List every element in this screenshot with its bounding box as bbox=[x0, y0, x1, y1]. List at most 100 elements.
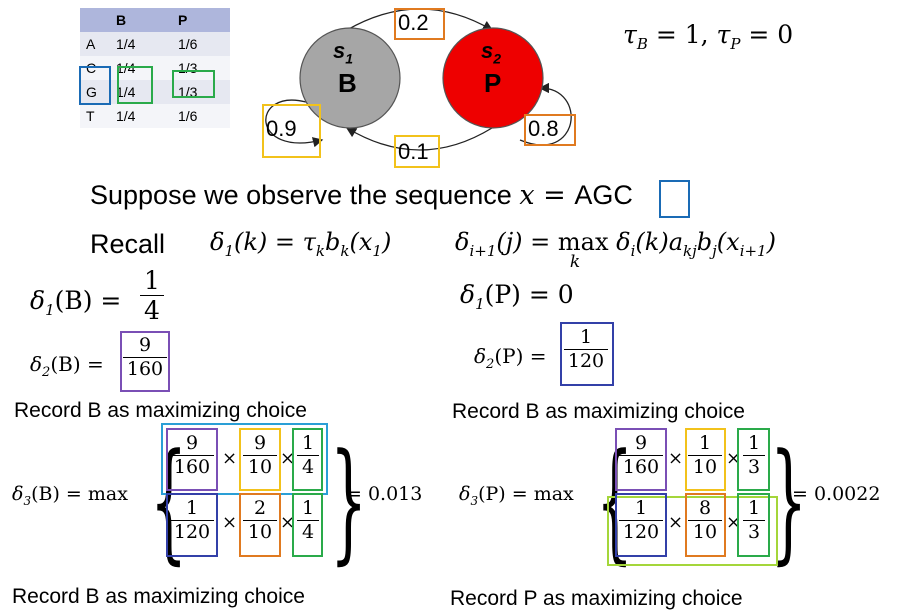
formula-token: (j) = bbox=[496, 228, 558, 256]
fraction-bar bbox=[170, 455, 214, 456]
delta3-p-lhs: δ3(P) = max bbox=[459, 485, 574, 507]
formula-token: (B) = max bbox=[31, 483, 128, 505]
highlight-box-emission-b-c bbox=[117, 66, 153, 104]
delta1-b-lhs: δ1(B) = bbox=[30, 288, 121, 318]
formula-token: (B) = bbox=[54, 286, 122, 315]
delta3-p-row1-frac2: 1 10 bbox=[688, 434, 722, 477]
formula-token: b bbox=[325, 228, 341, 256]
fraction-bar bbox=[297, 520, 319, 521]
transition-prob-b-to-p: 0.2 bbox=[398, 10, 429, 35]
tau-sub-b: B bbox=[636, 35, 648, 53]
state-b-symbol-sub: 1 bbox=[345, 50, 354, 67]
highlight-box-delta2-b bbox=[120, 331, 170, 392]
recall-formula-base: δ1(k) = τkbk(x1) bbox=[210, 230, 391, 259]
record-choice-text: Record B as maximizing choice bbox=[452, 400, 745, 423]
formula-token: δ bbox=[608, 228, 631, 256]
highlight-box-trans-b-to-b-reuse bbox=[239, 428, 281, 491]
observation-text: Suppose we observe the sequence bbox=[90, 180, 520, 210]
formula-token: δ bbox=[459, 483, 471, 505]
fraction-denominator: 4 bbox=[144, 296, 160, 325]
delta3-b-result: = 0.013 bbox=[346, 483, 423, 505]
fraction-bar bbox=[123, 357, 167, 358]
formula-token: δ bbox=[30, 352, 43, 376]
table-cell: 1/3 bbox=[172, 56, 230, 80]
table-row: T 1/4 1/6 bbox=[80, 104, 230, 128]
fraction-numerator: 9 bbox=[634, 432, 648, 454]
delta3-p-row1-frac1: 9 160 bbox=[619, 434, 663, 477]
highlight-box-emission-b-c-reuse bbox=[292, 493, 323, 557]
delta3-b-row2-frac2: 2 10 bbox=[243, 499, 277, 542]
tau-p-value: = 0 bbox=[740, 20, 794, 49]
formula-max: max bbox=[557, 228, 609, 256]
fraction-numerator: 8 bbox=[698, 497, 712, 519]
observation-sequence-last: C bbox=[613, 180, 633, 210]
formula-token: 1 bbox=[475, 295, 485, 313]
highlight-box-trans-p-to-p-reuse bbox=[685, 493, 726, 557]
formula-token: δ bbox=[30, 286, 46, 315]
formula-token: 1 bbox=[372, 241, 382, 260]
formula-max-sub: k bbox=[569, 252, 581, 272]
table-cell: 1/4 bbox=[110, 80, 172, 104]
fraction-denominator: 4 bbox=[301, 521, 315, 543]
formula-token: i+1 bbox=[739, 241, 767, 260]
transition-arrow-p-to-b bbox=[345, 127, 493, 151]
formula-token: (x bbox=[716, 228, 740, 256]
fraction-numerator: 9 bbox=[185, 432, 199, 454]
record-choice-text: Record B as maximizing choice bbox=[14, 399, 307, 422]
highlight-box-delta2-b-reuse bbox=[615, 428, 667, 491]
formula-token: k bbox=[315, 241, 326, 260]
table-cell: 1/4 bbox=[110, 56, 172, 80]
fraction-bar bbox=[619, 455, 663, 456]
self-loop-arrow-b bbox=[265, 99, 324, 148]
fraction-denominator: 120 bbox=[567, 350, 605, 372]
formula-token: 2 bbox=[42, 365, 51, 380]
fraction-numerator: 1 bbox=[301, 432, 315, 454]
highlight-box-c-row bbox=[79, 66, 111, 105]
delta1-p: δ1(P) = 0 bbox=[460, 282, 574, 312]
table-row: C 1/4 1/3 bbox=[80, 56, 230, 80]
delta3-b-row1-frac2: 9 10 bbox=[243, 434, 277, 477]
times-sign: × bbox=[280, 448, 296, 469]
delta3-p-result: = 0.0022 bbox=[792, 483, 881, 505]
delta2-b-lhs: δ2(B) = bbox=[30, 354, 104, 379]
fraction-denominator: 160 bbox=[622, 456, 660, 478]
times-sign: × bbox=[668, 512, 684, 533]
table-cell: 1/4 bbox=[110, 104, 172, 128]
formula-token: b bbox=[696, 228, 713, 256]
fraction-denominator: 160 bbox=[126, 358, 164, 380]
initial-probabilities: τB = 1, τP = 0 bbox=[623, 22, 793, 52]
tau-sub-p: P bbox=[730, 35, 741, 53]
highlight-box-trans-p-to-p bbox=[524, 114, 576, 146]
formula-token: 1 bbox=[45, 301, 55, 319]
emission-table: B P A 1/4 1/6 C 1/4 1/3 G 1/4 1/3 T 1/4 … bbox=[80, 8, 230, 128]
fraction-bar bbox=[564, 349, 608, 350]
delta3-b-lhs: δ3(B) = max bbox=[12, 485, 128, 507]
fraction-denominator: 4 bbox=[301, 456, 315, 478]
table-header-row: B P bbox=[80, 8, 230, 32]
formula-token: 2 bbox=[486, 357, 495, 372]
table-cell: C bbox=[80, 56, 110, 80]
fraction-numerator: 1 bbox=[579, 326, 593, 348]
formula-token: (k) = τ bbox=[234, 228, 316, 256]
table-row: A 1/4 1/6 bbox=[80, 32, 230, 56]
highlight-box-emission-b-c-reuse bbox=[292, 428, 323, 491]
delta2-b-fraction: 9 160 bbox=[123, 336, 167, 379]
highlight-box-emission-p-c bbox=[172, 70, 215, 98]
state-b-circle bbox=[299, 27, 401, 129]
right-brace: } bbox=[330, 425, 368, 577]
formula-token: k bbox=[340, 241, 350, 260]
formula-token: 3 bbox=[23, 493, 32, 508]
highlight-box-emission-p-c-reuse bbox=[737, 493, 770, 557]
fraction-numerator: 1 bbox=[185, 497, 199, 519]
fraction-bar bbox=[297, 455, 319, 456]
table-cell: 1/4 bbox=[110, 32, 172, 56]
formula-token: 1 bbox=[224, 241, 234, 260]
transition-prob-b-to-b: 0.9 bbox=[266, 116, 297, 141]
fraction-numerator: 2 bbox=[253, 497, 267, 519]
formula-token: δ bbox=[460, 280, 476, 309]
